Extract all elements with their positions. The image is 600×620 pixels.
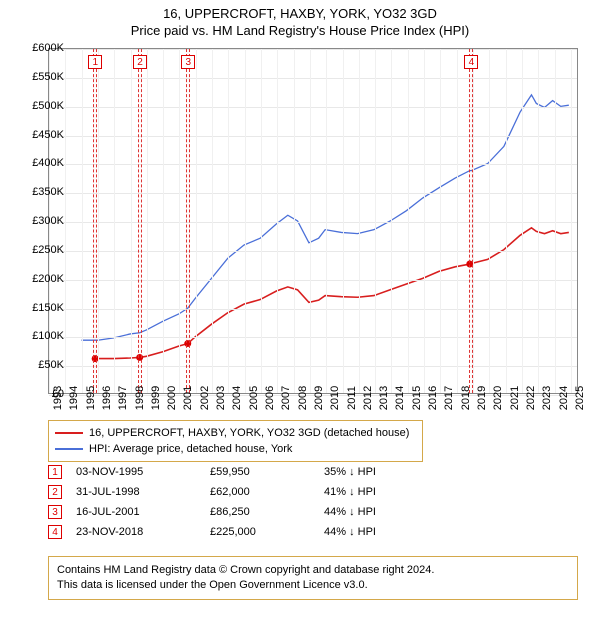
x-tick-label: 2014 — [394, 386, 406, 410]
sale-num-box: 1 — [48, 465, 62, 479]
x-tick-label: 2011 — [346, 386, 358, 410]
footer-line1: Contains HM Land Registry data © Crown c… — [57, 563, 569, 578]
y-tick-label: £350K — [16, 186, 64, 198]
legend-label-hpi: HPI: Average price, detached house, York — [89, 443, 292, 455]
x-tick-label: 2015 — [411, 386, 423, 410]
sale-marker-4: 4 — [464, 55, 478, 69]
legend-row-property: 16, UPPERCROFT, HAXBY, YORK, YO32 3GD (d… — [55, 425, 416, 441]
x-tick-label: 2001 — [182, 386, 194, 410]
footer-line2: This data is licensed under the Open Gov… — [57, 578, 569, 593]
series-line — [95, 228, 569, 359]
y-tick-label: £300K — [16, 215, 64, 227]
x-tick-label: 2005 — [248, 386, 260, 410]
sale-num-box: 2 — [48, 485, 62, 499]
x-tick-label: 1995 — [85, 386, 97, 410]
sales-row: 1 03-NOV-1995 £59,950 35% ↓ HPI — [48, 462, 578, 482]
x-tick-label: 2016 — [427, 386, 439, 410]
legend-box: 16, UPPERCROFT, HAXBY, YORK, YO32 3GD (d… — [48, 420, 423, 462]
sales-table: 1 03-NOV-1995 £59,950 35% ↓ HPI 2 31-JUL-1998… — [48, 462, 578, 542]
x-tick-label: 2002 — [199, 386, 211, 410]
legend-row-hpi: HPI: Average price, detached house, York — [55, 441, 416, 457]
x-tick-label: 1999 — [150, 386, 162, 410]
sale-price: £86,250 — [210, 506, 310, 518]
sale-price: £62,000 — [210, 486, 310, 498]
sale-vline — [138, 49, 142, 393]
sale-marker-1: 1 — [88, 55, 102, 69]
y-tick-label: £200K — [16, 273, 64, 285]
sale-date: 23-NOV-2018 — [76, 526, 196, 538]
sale-date: 31-JUL-1998 — [76, 486, 196, 498]
x-tick-label: 1994 — [68, 386, 80, 410]
x-tick-label: 2013 — [378, 386, 390, 410]
sale-marker-2: 2 — [133, 55, 147, 69]
sale-hpi-delta: 35% ↓ HPI — [324, 466, 424, 478]
x-tick-label: 2006 — [264, 386, 276, 410]
legend-label-property: 16, UPPERCROFT, HAXBY, YORK, YO32 3GD (d… — [89, 427, 409, 439]
x-tick-label: 1993 — [52, 386, 64, 410]
y-tick-label: £150K — [16, 302, 64, 314]
sale-date: 16-JUL-2001 — [76, 506, 196, 518]
sale-num-box: 4 — [48, 525, 62, 539]
x-tick-label: 2003 — [215, 386, 227, 410]
y-tick-label: £450K — [16, 129, 64, 141]
legend-swatch-hpi — [55, 448, 83, 450]
x-tick-label: 2022 — [525, 386, 537, 410]
sale-hpi-delta: 41% ↓ HPI — [324, 486, 424, 498]
x-tick-label: 2023 — [541, 386, 553, 410]
x-tick-label: 2007 — [280, 386, 292, 410]
x-tick-label: 2018 — [460, 386, 472, 410]
y-tick-label: £50K — [16, 359, 64, 371]
x-tick-label: 1996 — [101, 386, 113, 410]
chart-title-line1: 16, UPPERCROFT, HAXBY, YORK, YO32 3GD — [0, 0, 600, 21]
sale-price: £59,950 — [210, 466, 310, 478]
sale-hpi-delta: 44% ↓ HPI — [324, 526, 424, 538]
footer-box: Contains HM Land Registry data © Crown c… — [48, 556, 578, 600]
y-tick-label: £100K — [16, 330, 64, 342]
y-tick-label: £400K — [16, 157, 64, 169]
x-tick-label: 2019 — [476, 386, 488, 410]
y-tick-label: £500K — [16, 100, 64, 112]
x-tick-label: 2012 — [362, 386, 374, 410]
x-tick-label: 1998 — [134, 386, 146, 410]
legend-swatch-property — [55, 432, 83, 434]
x-tick-label: 2000 — [166, 386, 178, 410]
chart-plot-area: 1 2 3 4 — [48, 48, 578, 394]
sales-row: 2 31-JUL-1998 £62,000 41% ↓ HPI — [48, 482, 578, 502]
sale-hpi-delta: 44% ↓ HPI — [324, 506, 424, 518]
y-tick-label: £550K — [16, 71, 64, 83]
x-tick-label: 2004 — [231, 386, 243, 410]
sale-vline — [186, 49, 190, 393]
y-tick-label: £250K — [16, 244, 64, 256]
sale-num-box: 3 — [48, 505, 62, 519]
sales-row: 3 16-JUL-2001 £86,250 44% ↓ HPI — [48, 502, 578, 522]
chart-title-line2: Price paid vs. HM Land Registry's House … — [0, 21, 600, 42]
sale-price: £225,000 — [210, 526, 310, 538]
series-line — [81, 95, 568, 340]
x-tick-label: 2024 — [558, 386, 570, 410]
x-tick-label: 1997 — [117, 386, 129, 410]
y-tick-label: £600K — [16, 42, 64, 54]
sales-row: 4 23-NOV-2018 £225,000 44% ↓ HPI — [48, 522, 578, 542]
x-tick-label: 2025 — [574, 386, 586, 410]
sale-vline — [93, 49, 97, 393]
sale-date: 03-NOV-1995 — [76, 466, 196, 478]
x-tick-label: 2020 — [492, 386, 504, 410]
x-tick-label: 2021 — [509, 386, 521, 410]
x-tick-label: 2008 — [297, 386, 309, 410]
x-tick-label: 2009 — [313, 386, 325, 410]
x-tick-label: 2017 — [443, 386, 455, 410]
sale-vline — [469, 49, 473, 393]
sale-marker-3: 3 — [181, 55, 195, 69]
x-tick-label: 2010 — [329, 386, 341, 410]
